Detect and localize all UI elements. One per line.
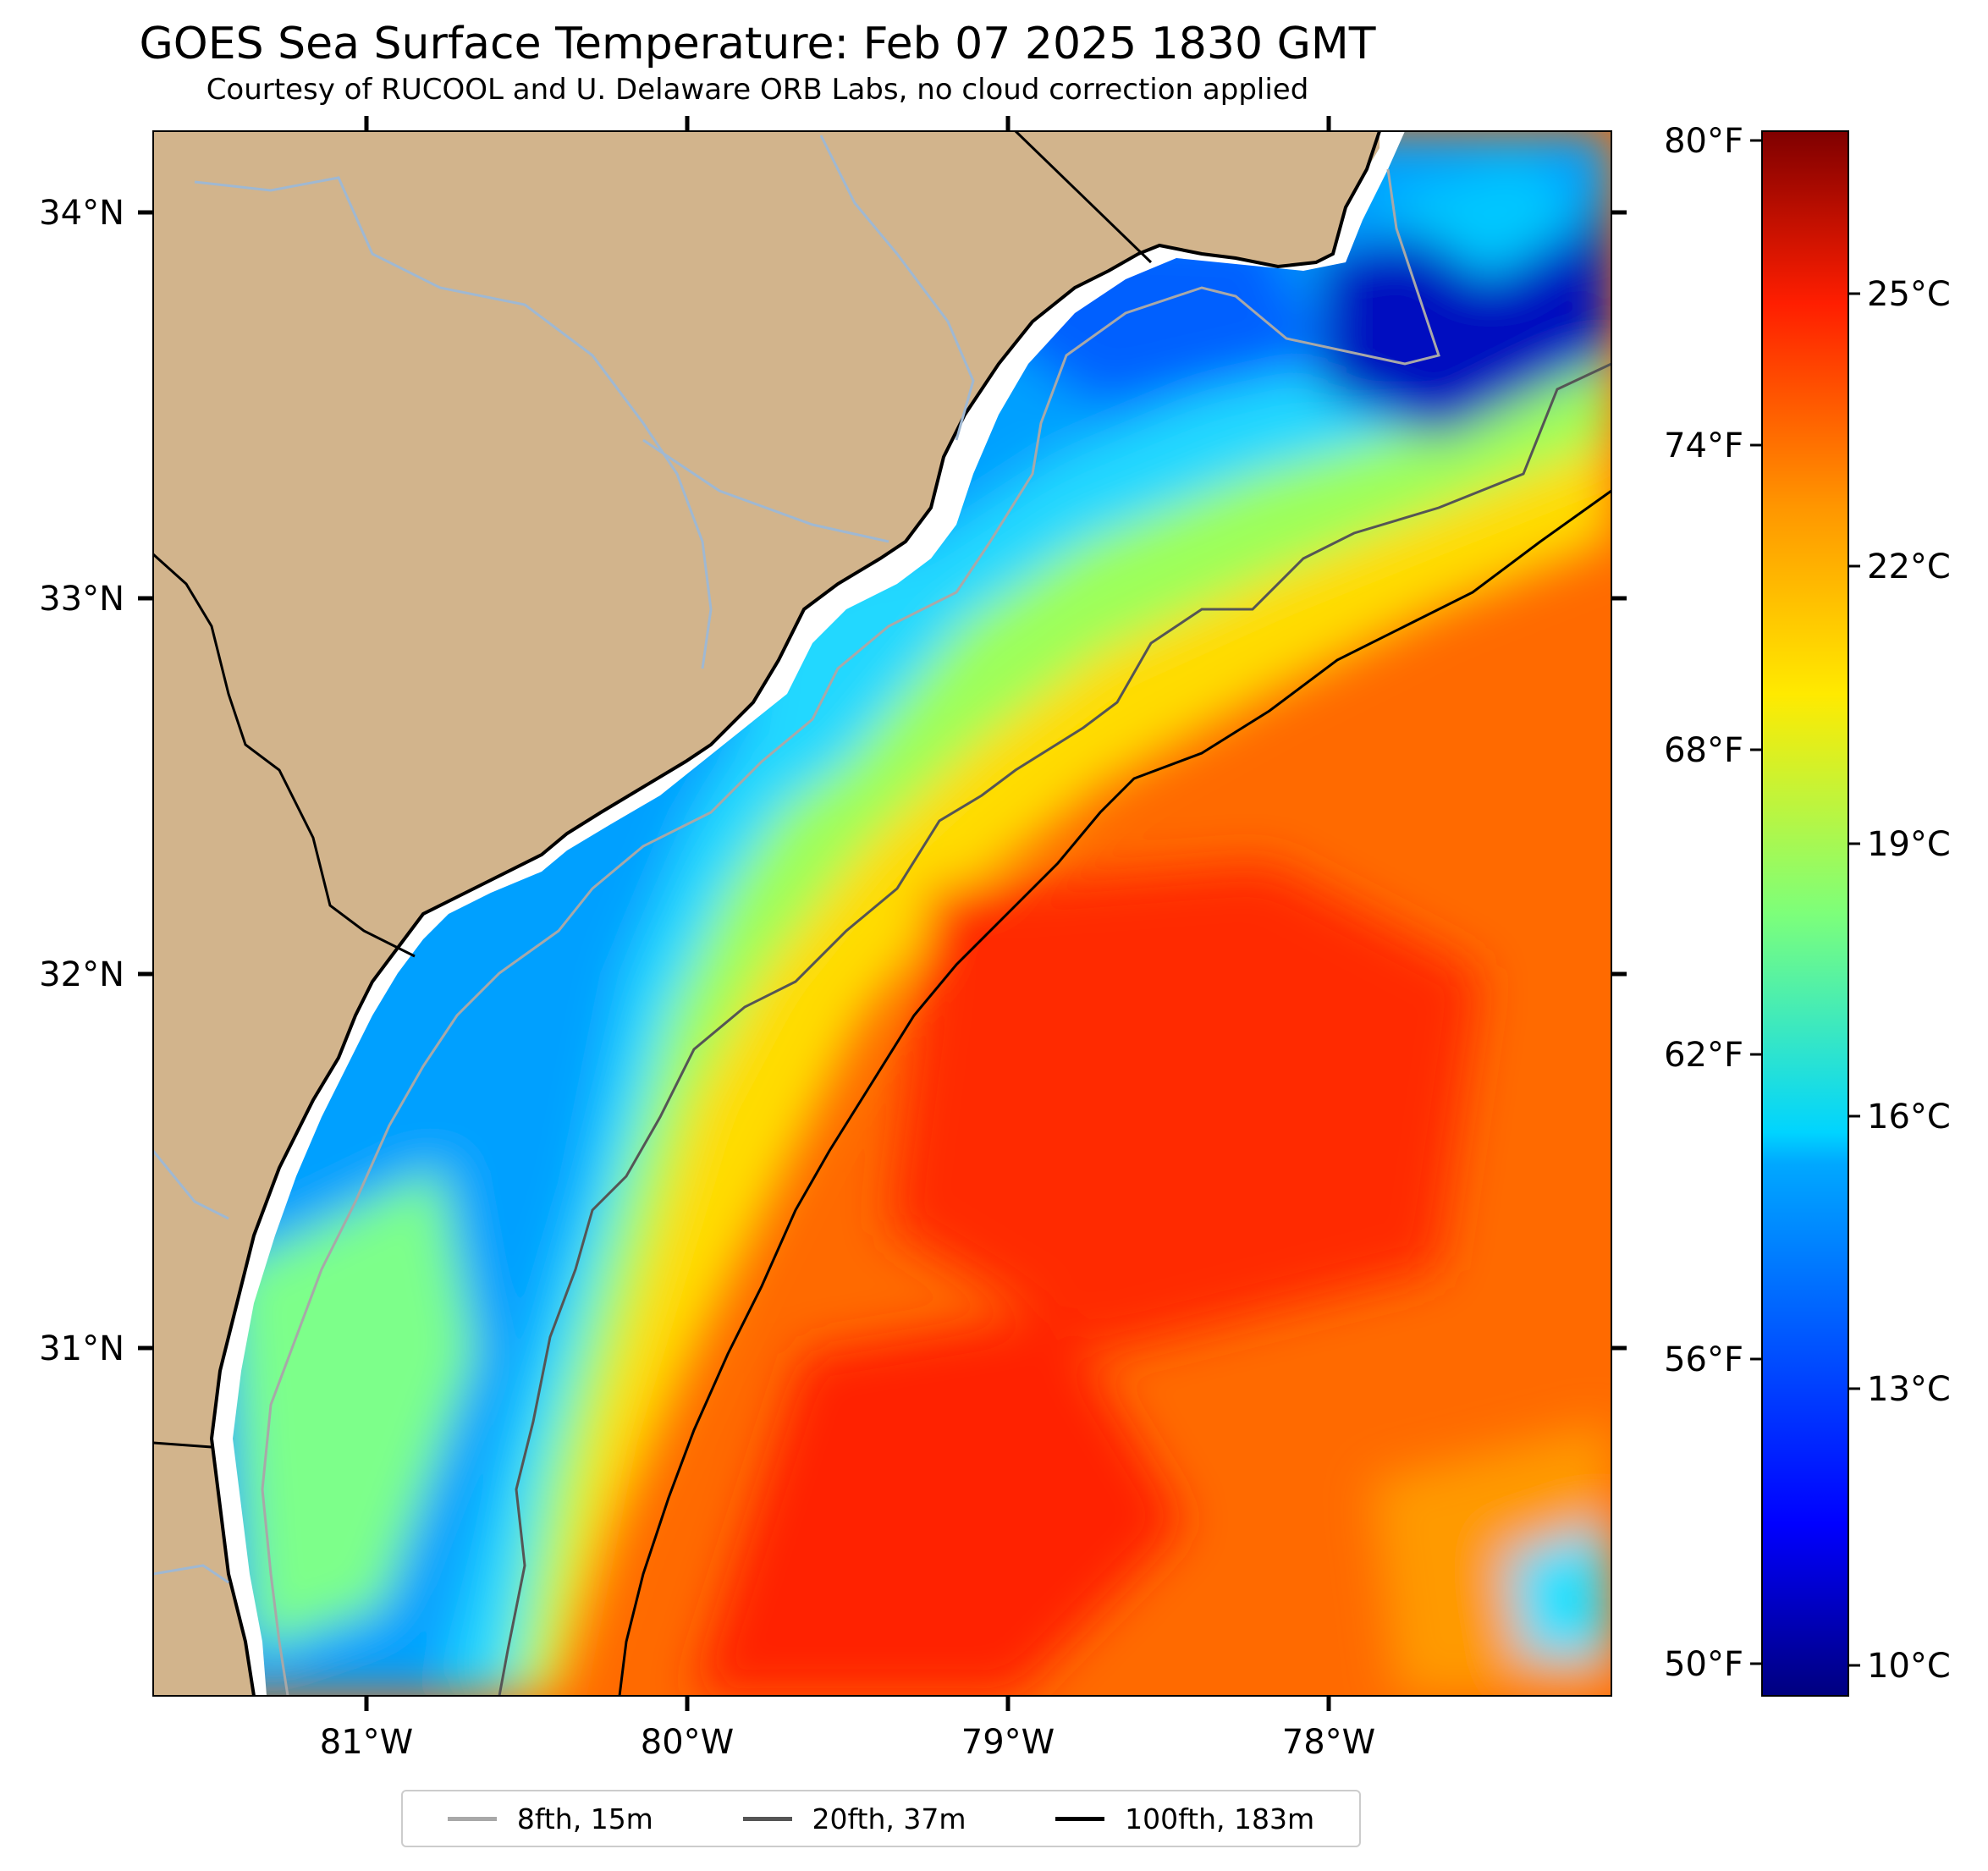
legend-swatch-100fth bbox=[1055, 1816, 1105, 1821]
lon-ticks bbox=[364, 116, 1331, 1711]
legend-label-20fth: 20fth, 37m bbox=[812, 1802, 966, 1835]
lon-label-79w: 79°W bbox=[961, 1723, 1055, 1762]
colorbar-ticks bbox=[1750, 139, 1860, 1667]
lat-label-32n: 32°N bbox=[39, 955, 124, 994]
coastline bbox=[209, 131, 1381, 1696]
chart-title: GOES Sea Surface Temperature: Feb 07 202… bbox=[139, 19, 1376, 69]
legend-swatch-20fth bbox=[742, 1816, 792, 1821]
cb-c-19: 19°C bbox=[1867, 825, 1951, 864]
state-boundaries bbox=[153, 131, 1153, 1449]
cb-f-68: 68°F bbox=[1664, 731, 1743, 770]
legend-label-8fth: 8fth, 15m bbox=[516, 1802, 653, 1835]
cb-c-10: 10°C bbox=[1867, 1647, 1951, 1686]
cb-c-22: 22°C bbox=[1867, 548, 1951, 586]
cb-c-25: 25°C bbox=[1867, 275, 1951, 314]
legend-item-20fth: 20fth, 37m bbox=[742, 1802, 966, 1835]
legend-item-8fth: 8fth, 15m bbox=[447, 1802, 653, 1835]
cb-f-80: 80°F bbox=[1664, 122, 1743, 161]
lon-label-78w: 78°W bbox=[1282, 1723, 1375, 1762]
map-frame bbox=[152, 130, 1612, 1697]
cb-c-13: 13°C bbox=[1867, 1370, 1951, 1409]
legend-swatch-8fth bbox=[447, 1816, 497, 1821]
cb-c-16: 16°C bbox=[1867, 1098, 1951, 1136]
lon-label-81w: 81°W bbox=[320, 1723, 413, 1762]
lat-label-33n: 33°N bbox=[39, 580, 124, 619]
lat-label-34n: 34°N bbox=[39, 194, 124, 233]
isobath-8fth bbox=[261, 168, 1440, 1696]
legend-item-100fth: 100fth, 183m bbox=[1055, 1802, 1314, 1835]
legend-label-100fth: 100fth, 183m bbox=[1125, 1802, 1315, 1835]
cb-f-74: 74°F bbox=[1664, 426, 1743, 465]
lon-label-80w: 80°W bbox=[641, 1723, 734, 1762]
land-mass bbox=[153, 131, 1379, 1696]
cb-f-62: 62°F bbox=[1664, 1036, 1743, 1075]
sst-map bbox=[153, 131, 1611, 1696]
isobath-20fth bbox=[498, 362, 1611, 1696]
isobath-100fth bbox=[618, 489, 1611, 1696]
cb-f-50: 50°F bbox=[1664, 1645, 1743, 1684]
chart-subtitle: Courtesy of RUCOOL and U. Delaware ORB L… bbox=[206, 73, 1309, 107]
lat-label-31n: 31°N bbox=[39, 1329, 124, 1368]
lat-ticks bbox=[138, 210, 1627, 1351]
cb-f-56: 56°F bbox=[1664, 1340, 1743, 1379]
colorbar bbox=[1761, 130, 1849, 1697]
isobath-legend: 8fth, 15m 20fth, 37m 100fth, 183m bbox=[401, 1790, 1361, 1847]
rivers bbox=[153, 135, 975, 1584]
